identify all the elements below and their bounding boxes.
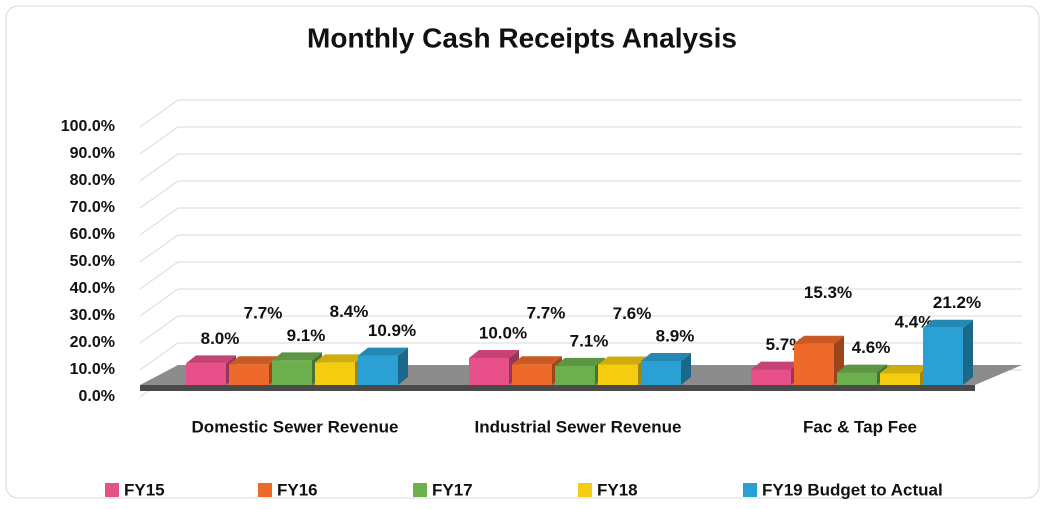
data-label: 10.9% xyxy=(368,321,416,340)
legend-label: FY19 Budget to Actual xyxy=(762,480,943,499)
grid-line xyxy=(139,342,1022,371)
data-label: 10.0% xyxy=(479,323,527,342)
bar-side xyxy=(963,319,973,385)
bar xyxy=(555,365,595,385)
y-tick-label: 90.0% xyxy=(70,145,115,162)
legend-swatch xyxy=(105,483,119,497)
data-label: 7.6% xyxy=(613,304,652,323)
data-label: 4.4% xyxy=(895,313,934,332)
data-label: 8.0% xyxy=(201,329,240,348)
bar-top xyxy=(469,350,519,358)
legend-swatch xyxy=(258,483,272,497)
grid-line xyxy=(139,261,1022,290)
legend-label: FY18 xyxy=(597,480,638,499)
x-tick-label: Domestic Sewer Revenue xyxy=(192,417,399,436)
legend-label: FY17 xyxy=(432,480,473,499)
legend-swatch xyxy=(413,483,427,497)
bar-top xyxy=(598,356,648,365)
data-label: 8.4% xyxy=(330,302,369,321)
data-label: 7.1% xyxy=(570,331,609,350)
legend-label: FY15 xyxy=(124,480,165,499)
bar-side xyxy=(398,347,408,385)
y-tick-label: 80.0% xyxy=(70,172,115,189)
bar xyxy=(272,360,312,385)
x-tick-label: Industrial Sewer Revenue xyxy=(475,417,682,436)
grid-line xyxy=(139,234,1022,263)
grid-line xyxy=(139,315,1022,344)
bar-top xyxy=(315,354,365,363)
legend-label: FY16 xyxy=(277,480,318,499)
y-tick-label: 20.0% xyxy=(70,334,115,351)
data-label: 21.2% xyxy=(933,293,981,312)
chart-title: Monthly Cash Receipts Analysis xyxy=(307,22,737,53)
grid-line xyxy=(139,99,1022,128)
y-tick-label: 100.0% xyxy=(61,118,115,135)
bar-top xyxy=(555,357,605,366)
y-tick-label: 30.0% xyxy=(70,307,115,324)
bar xyxy=(880,373,920,385)
y-tick-label: 60.0% xyxy=(70,226,115,243)
legend-swatch xyxy=(743,483,757,497)
bar-top xyxy=(229,356,279,365)
x-tick-label: Fac & Tap Fee xyxy=(803,417,917,436)
grid-line xyxy=(139,126,1022,155)
bar-top xyxy=(186,355,236,364)
grid-line xyxy=(139,180,1022,209)
data-label: 9.1% xyxy=(287,326,326,345)
legend-swatch xyxy=(578,483,592,497)
data-label: 15.3% xyxy=(804,283,852,302)
bar-top xyxy=(837,364,887,373)
bar-top xyxy=(880,365,930,374)
data-label: 7.7% xyxy=(244,304,283,323)
bar-top xyxy=(794,335,844,344)
bar xyxy=(186,363,226,385)
bar xyxy=(315,362,355,385)
bar-top xyxy=(641,352,691,361)
grid-line xyxy=(139,288,1022,317)
grid-line xyxy=(139,207,1022,236)
y-tick-label: 70.0% xyxy=(70,199,115,216)
bar xyxy=(229,364,269,385)
bar xyxy=(598,364,638,385)
y-tick-label: 10.0% xyxy=(70,361,115,378)
bar xyxy=(751,369,791,385)
floor-edge xyxy=(140,385,975,391)
data-label: 8.9% xyxy=(656,326,695,345)
data-label: 4.6% xyxy=(852,338,891,357)
bar xyxy=(923,327,963,385)
bar-top xyxy=(272,352,322,361)
bar xyxy=(837,372,877,385)
data-label: 7.7% xyxy=(527,304,566,323)
y-tick-label: 0.0% xyxy=(79,388,115,405)
grid-line xyxy=(139,153,1022,182)
bar xyxy=(469,358,509,385)
bar-top xyxy=(358,347,408,356)
y-tick-label: 50.0% xyxy=(70,253,115,270)
bar xyxy=(641,360,681,385)
bar xyxy=(794,343,834,385)
bar-side xyxy=(681,352,691,385)
bar xyxy=(512,364,552,385)
bar xyxy=(358,355,398,385)
bar-top xyxy=(923,319,973,328)
bar-top xyxy=(751,361,801,370)
y-tick-label: 40.0% xyxy=(70,280,115,297)
bar-top xyxy=(512,356,562,365)
